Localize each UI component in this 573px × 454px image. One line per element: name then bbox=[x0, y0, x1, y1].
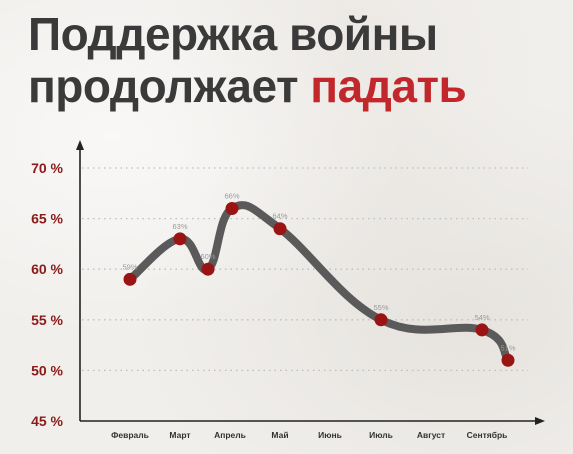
y-tick-label: 70 % bbox=[31, 160, 63, 176]
data-point bbox=[123, 272, 137, 286]
data-point bbox=[374, 313, 388, 327]
y-tick-label: 55 % bbox=[31, 312, 63, 328]
x-tick-label: Май bbox=[271, 430, 288, 440]
data-label: 60% bbox=[200, 252, 215, 261]
data-label: 66% bbox=[224, 191, 239, 200]
data-point bbox=[273, 222, 287, 236]
title-line-2-accent: падать bbox=[310, 60, 467, 112]
data-point bbox=[475, 323, 489, 337]
page-title: Поддержка войны продолжает падать bbox=[28, 8, 467, 112]
x-tick-label: Июнь bbox=[318, 430, 342, 440]
data-label: 51% bbox=[500, 343, 515, 352]
data-point bbox=[501, 353, 515, 367]
data-label: 54% bbox=[474, 313, 489, 322]
y-tick-label: 45 % bbox=[31, 413, 63, 429]
x-tick-label: Август bbox=[417, 430, 445, 440]
x-tick-label: Март bbox=[169, 430, 190, 440]
x-tick-label: Апрель bbox=[214, 430, 246, 440]
y-tick-label: 65 % bbox=[31, 211, 63, 227]
data-label: 63% bbox=[172, 222, 187, 231]
data-label: 55% bbox=[373, 303, 388, 312]
y-axis-arrow bbox=[76, 140, 84, 150]
data-label: 64% bbox=[272, 212, 287, 221]
x-tick-label: Февраль bbox=[111, 430, 149, 440]
x-tick-label: Сентябрь bbox=[467, 430, 508, 440]
data-label: 59% bbox=[122, 262, 137, 271]
y-tick-label: 50 % bbox=[31, 362, 63, 378]
title-line-2-prefix: продолжает bbox=[28, 60, 299, 112]
title-line-1: Поддержка войны bbox=[28, 8, 438, 60]
y-tick-label: 60 % bbox=[31, 261, 63, 277]
data-point bbox=[225, 201, 239, 215]
x-axis-arrow bbox=[535, 417, 545, 425]
data-point bbox=[173, 232, 187, 246]
x-tick-label: Июль bbox=[369, 430, 393, 440]
data-point bbox=[201, 262, 215, 276]
